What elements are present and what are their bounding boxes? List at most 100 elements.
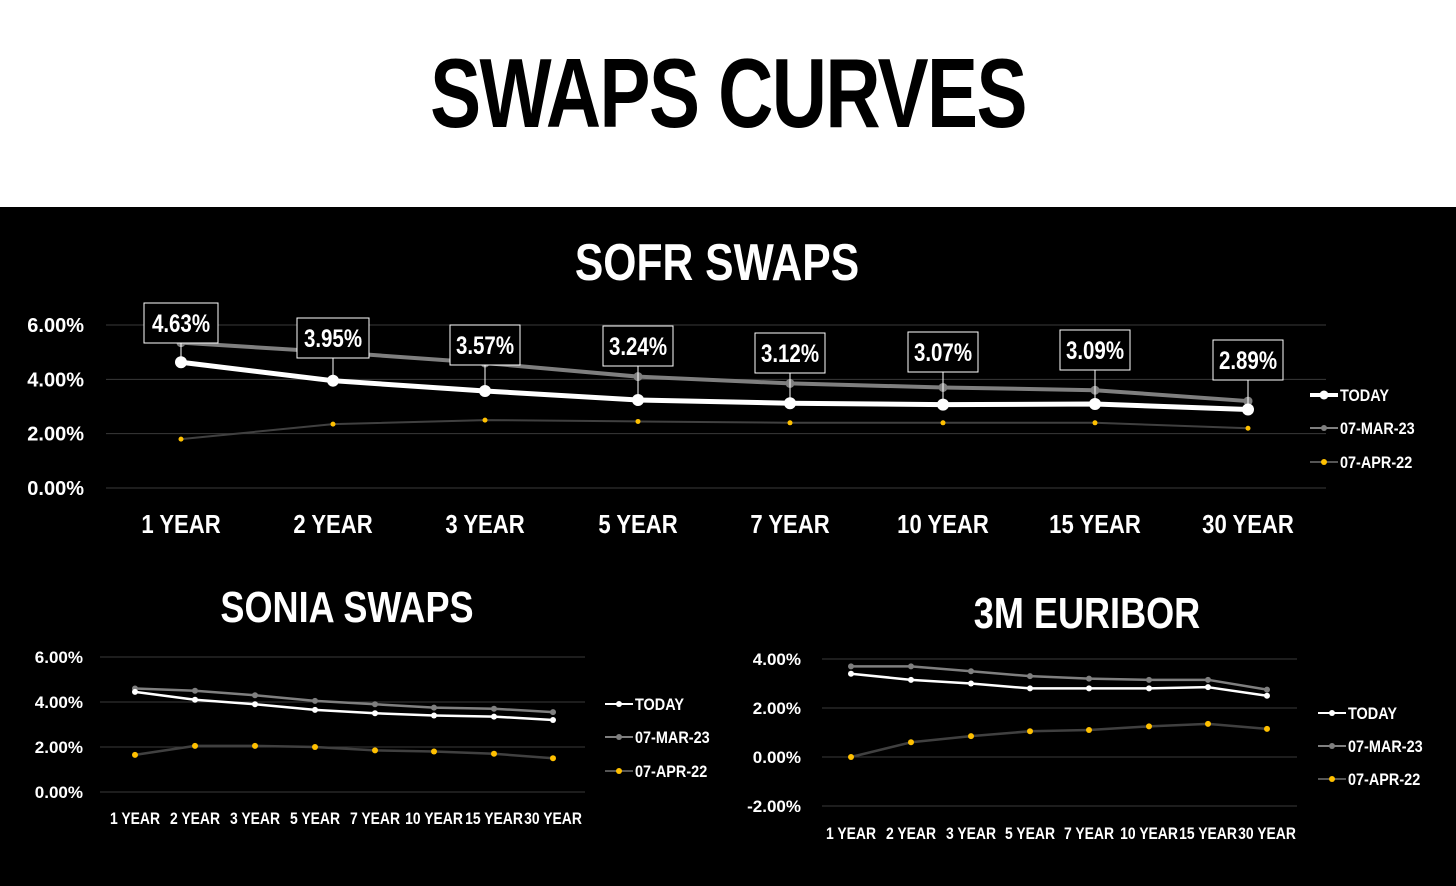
sonia-series-point <box>132 751 138 758</box>
sofr-y-tick-label: 0.00% <box>27 478 84 500</box>
sonia-x-tick-label: 3 YEAR <box>230 810 280 829</box>
euribor-y-tick-label: 0.00% <box>753 748 801 767</box>
sonia-series-point <box>431 712 437 719</box>
sonia-y-tick-label: 0.00% <box>35 783 83 802</box>
euribor-series-point <box>848 663 854 670</box>
euribor-series-point <box>1264 686 1270 693</box>
euribor-series-point <box>1027 685 1033 692</box>
euribor-series-point <box>1205 676 1211 683</box>
header-banner: SWAPS CURVES <box>0 0 1456 207</box>
sonia-series-point <box>192 742 198 749</box>
sofr-label-box <box>754 332 826 374</box>
sonia-legend-marker <box>616 701 622 707</box>
sonia-title: SONIA SWAPS <box>220 583 473 632</box>
euribor-series-point <box>908 676 914 683</box>
sonia-series-point <box>491 705 497 712</box>
sofr-y-tick-label: 2.00% <box>27 424 84 446</box>
sofr-label-box <box>907 331 979 373</box>
sonia-x-tick-label: 7 YEAR <box>350 810 400 829</box>
euribor-series-point <box>968 733 974 740</box>
sofr-chart: SOFR SWAPS 6.00% 4.00% 2.00% 0.00% 1 YEAR 2 YE… <box>27 234 1415 539</box>
sonia-legend-marker <box>616 768 622 774</box>
euribor-series-point <box>968 680 974 687</box>
sofr-label-box <box>449 324 521 366</box>
euribor-series-point <box>848 670 854 677</box>
sonia-series-point <box>431 748 437 755</box>
sonia-x-tick-label: 30 YEAR <box>524 810 582 829</box>
euribor-x-tick-label: 30 YEAR <box>1238 825 1296 844</box>
sonia-x-tick-label: 10 YEAR <box>405 810 463 829</box>
sofr-data-label: 3.57% <box>456 331 514 359</box>
euribor-legend-label: TODAY <box>1348 705 1397 723</box>
sofr-x-tick-label: 30 YEAR <box>1202 510 1294 539</box>
euribor-x-tick-label: 3 YEAR <box>946 825 996 844</box>
sofr-data-label: 2.89% <box>1219 346 1277 374</box>
sofr-legend-marker <box>1321 425 1327 431</box>
sofr-series-point <box>940 420 946 426</box>
sonia-x-tick-label: 2 YEAR <box>170 810 220 829</box>
euribor-series-point <box>1205 720 1211 727</box>
sofr-data-label: 3.95% <box>304 324 362 352</box>
sofr-x-tick-label: 1 YEAR <box>141 510 220 539</box>
sofr-series-point <box>635 418 641 424</box>
charts-panel <box>0 207 1456 886</box>
sonia-series-line <box>134 744 554 760</box>
euribor-x-tick-label: 5 YEAR <box>1005 825 1055 844</box>
sofr-series-line <box>180 419 1249 441</box>
euribor-series-point <box>1146 676 1152 683</box>
sonia-series-point <box>491 713 497 720</box>
sofr-legend-label: 07-MAR-23 <box>1340 420 1415 438</box>
euribor-series-line <box>851 665 1268 691</box>
sofr-x-tick-label: 15 YEAR <box>1049 510 1141 539</box>
sonia-series-point <box>252 701 258 708</box>
euribor-x-tick-label: 15 YEAR <box>1179 825 1237 844</box>
sofr-title: SOFR SWAPS <box>575 234 859 292</box>
sofr-x-tick-label: 3 YEAR <box>445 510 524 539</box>
sofr-series-point <box>482 417 488 423</box>
euribor-series-line <box>850 722 1268 759</box>
sonia-series-point <box>550 755 556 762</box>
sonia-y-tick-label: 6.00% <box>35 648 83 667</box>
euribor-legend-label: 07-APR-22 <box>1348 771 1420 789</box>
sofr-data-label: 3.09% <box>1066 336 1124 364</box>
euribor-y-tick-label: 4.00% <box>753 650 801 669</box>
page-title: SWAPS CURVES <box>430 38 1027 148</box>
sonia-series-point <box>192 687 198 694</box>
euribor-y-tick-label: -2.00% <box>747 797 801 816</box>
sonia-series-point <box>312 744 318 750</box>
sofr-label-box <box>602 325 674 367</box>
sonia-y-tick-label: 4.00% <box>35 693 83 712</box>
sonia-chart: SONIA SWAPS 6.00% 4.00% 2.00% 0.00% 1 YEAR 2 Y… <box>35 583 710 829</box>
sonia-x-tick-label: 5 YEAR <box>290 810 340 829</box>
sofr-data-label: 4.63% <box>152 309 210 337</box>
sofr-x-tick-label: 7 YEAR <box>750 510 829 539</box>
sofr-series-point <box>1092 420 1098 426</box>
sonia-y-tick-label: 2.00% <box>35 738 83 757</box>
sofr-legend-label: 07-APR-22 <box>1340 454 1412 472</box>
euribor-legend-marker <box>1329 776 1335 782</box>
euribor-legend-label: 07-MAR-23 <box>1348 738 1423 756</box>
sonia-legend-label: 07-APR-22 <box>635 763 707 781</box>
euribor-legend-marker <box>1329 743 1335 749</box>
euribor-chart: 3M EURIBOR 4.00% 2.00% 0.00% -2.00% 1 YEAR 2 Y… <box>747 589 1423 844</box>
sonia-legend-label: TODAY <box>635 696 684 714</box>
euribor-series-point <box>1086 727 1092 734</box>
sofr-series-point <box>787 420 793 426</box>
sonia-series-point <box>491 750 497 757</box>
sofr-series-line <box>180 359 1249 412</box>
euribor-x-tick-label: 2 YEAR <box>886 825 936 844</box>
sofr-data-label: 3.24% <box>609 332 667 360</box>
sofr-x-tick-label: 10 YEAR <box>897 510 989 539</box>
euribor-series-point <box>1027 673 1033 680</box>
sonia-legend-label: 07-MAR-23 <box>635 729 710 747</box>
sofr-label-box <box>1059 329 1131 371</box>
sofr-legend-marker <box>1319 390 1329 400</box>
sonia-series-point <box>372 710 378 717</box>
euribor-x-tick-label: 7 YEAR <box>1064 825 1114 844</box>
sonia-series-point <box>252 742 258 749</box>
sonia-series-point <box>431 704 437 711</box>
euribor-series-point <box>1146 685 1152 692</box>
sonia-x-tick-label: 1 YEAR <box>110 810 160 829</box>
sonia-series-point <box>372 747 378 754</box>
